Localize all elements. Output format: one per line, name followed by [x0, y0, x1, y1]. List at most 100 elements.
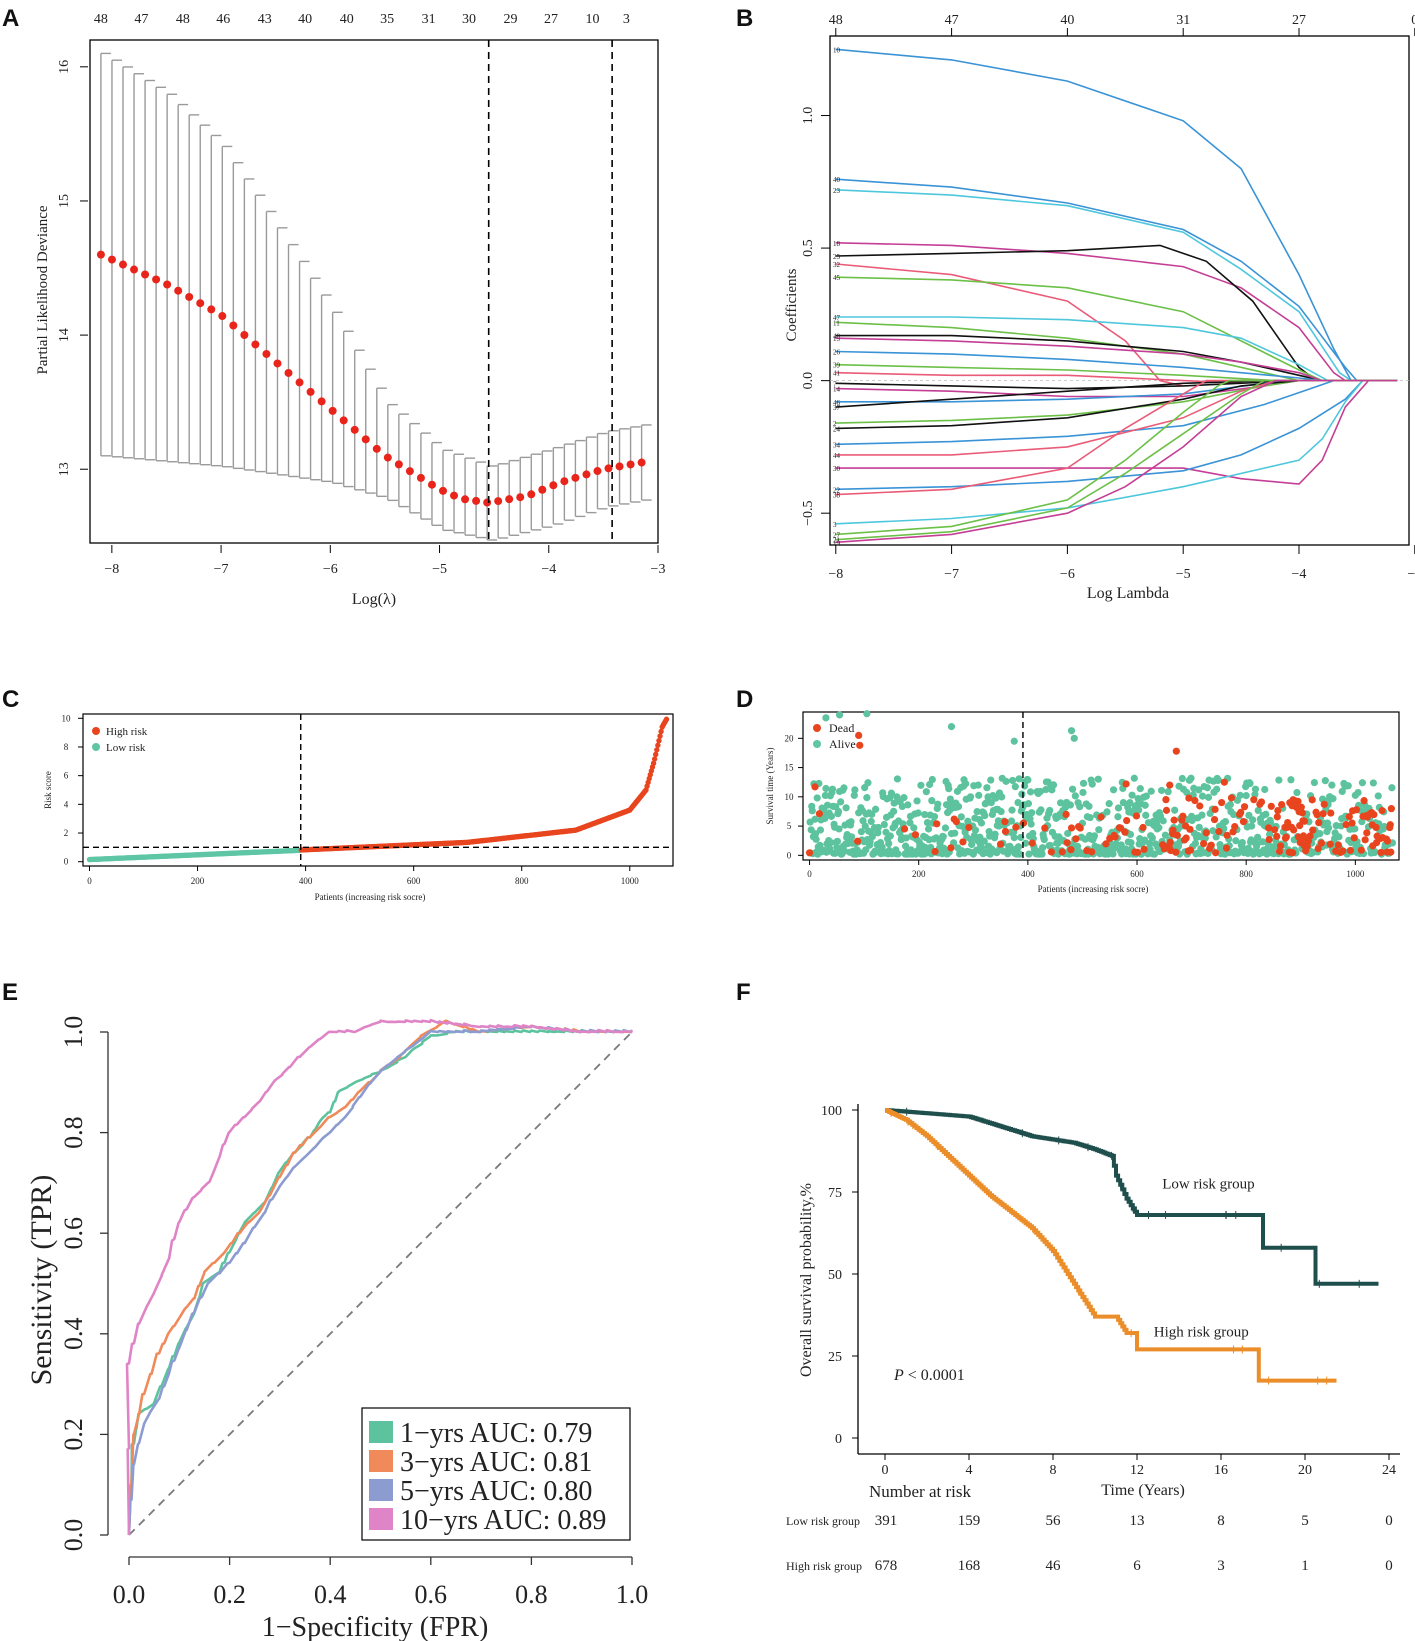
coef-path: [835, 379, 1398, 485]
risk-count: 5: [1301, 1513, 1309, 1529]
x-tick-label: 1000: [621, 876, 640, 886]
coef-label: 11: [833, 319, 840, 327]
top-tick-label: 27: [544, 12, 558, 27]
dead-point: [1222, 844, 1231, 852]
alive-point: [811, 830, 820, 838]
alive-point: [1079, 779, 1088, 787]
dead-point: [1300, 817, 1309, 825]
coef-label: 24: [833, 425, 841, 433]
risk-count: 391: [875, 1513, 898, 1529]
x-tick-label: 0.6: [415, 1580, 448, 1609]
x-tick-label: 200: [191, 876, 205, 886]
coef-label: 21: [833, 537, 841, 545]
alive-point: [1103, 808, 1111, 816]
dead-point: [1314, 844, 1322, 853]
group-label: High risk group: [1154, 1324, 1249, 1340]
coef-label: 48: [833, 333, 841, 341]
y-tick-label: 0: [64, 857, 69, 867]
alive-point: [975, 791, 983, 799]
alive-point: [1214, 776, 1222, 784]
x-axis-label: 1−Specificity (FPR): [262, 1612, 489, 1641]
x-tick-label: 16: [1214, 1463, 1228, 1478]
dead-point: [1309, 826, 1317, 834]
coef-label: 19: [833, 539, 841, 547]
high-risk-point: [650, 760, 657, 766]
dead-point: [1186, 846, 1195, 854]
dead-point: [1264, 824, 1273, 832]
y-tick-label: 10: [785, 792, 795, 802]
y-tick-label: −0.5: [801, 500, 816, 525]
alive-point: [1148, 834, 1156, 842]
dead-point: [1294, 797, 1302, 805]
y-tick-label: 5: [787, 821, 792, 831]
dead-point: [1169, 826, 1177, 834]
dead-point: [1334, 841, 1343, 849]
dead-point: [1274, 806, 1282, 815]
alive-point: [890, 807, 898, 815]
x-tick-label: 800: [515, 876, 529, 886]
deviance-point: [273, 359, 282, 368]
risk-count: 159: [958, 1513, 981, 1529]
x-tick-label: 4: [966, 1463, 973, 1478]
alive-point: [973, 808, 981, 816]
alive-point: [1369, 779, 1377, 787]
alive-point: [868, 832, 876, 841]
alive-point: [994, 817, 1002, 825]
dead-point: [1162, 796, 1170, 804]
alive-point: [863, 710, 871, 718]
risk-count: 0: [1385, 1558, 1393, 1574]
x-tick-label: 0.2: [213, 1580, 246, 1609]
dead-point: [1288, 849, 1297, 857]
alive-point: [904, 801, 912, 809]
x-tick-label: 400: [299, 876, 313, 886]
coef-path: [835, 244, 1398, 382]
y-tick-label: 0.2: [59, 1418, 88, 1451]
alive-point: [1254, 806, 1262, 815]
alive-point: [1293, 788, 1301, 797]
alive-point: [1039, 844, 1047, 852]
alive-point: [1024, 776, 1032, 784]
dead-point: [1140, 845, 1148, 853]
alive-point: [1119, 798, 1127, 807]
dead-point: [1297, 803, 1305, 811]
alive-point: [811, 815, 819, 823]
dead-point: [1278, 800, 1286, 809]
legend-marker: [813, 740, 821, 748]
y-tick-label: 15: [57, 194, 72, 208]
alive-point: [998, 793, 1006, 801]
deviance-point: [637, 458, 646, 467]
dead-point: [853, 837, 862, 845]
coef-label: 27: [833, 531, 841, 539]
dead-point: [1185, 794, 1193, 802]
alive-point: [1191, 839, 1200, 848]
top-tick-label: 31: [1176, 13, 1190, 28]
x-tick-label: −3: [651, 562, 666, 577]
deviance-point: [317, 397, 326, 406]
alive-point: [874, 823, 882, 832]
dead-point: [1172, 848, 1180, 856]
alive-point: [864, 779, 872, 787]
risk-count: 168: [958, 1558, 981, 1574]
alive-point: [816, 826, 825, 834]
alive-point: [894, 850, 902, 858]
alive-point: [1236, 791, 1244, 799]
high-risk-point: [654, 747, 660, 753]
x-tick-label: 1000: [1346, 869, 1365, 879]
alive-point: [1316, 830, 1324, 838]
y-tick-label: 0.4: [59, 1318, 88, 1351]
alive-point: [1114, 813, 1122, 821]
x-tick-label: −8: [104, 562, 119, 577]
y-axis-label: Survival time (Years): [765, 747, 775, 824]
alive-point: [851, 786, 859, 794]
deviance-point: [549, 481, 558, 490]
dead-point: [1345, 812, 1353, 821]
x-tick-label: 12: [1130, 1463, 1144, 1478]
deviance-point: [130, 265, 139, 274]
alive-point: [1046, 806, 1054, 815]
dead-point: [1191, 796, 1199, 805]
coef-path: [835, 379, 1398, 456]
coef-label: 30: [833, 465, 841, 473]
deviance-point: [229, 321, 238, 330]
risk-count: 46: [1046, 1558, 1062, 1574]
top-tick-label: 48: [176, 12, 190, 27]
